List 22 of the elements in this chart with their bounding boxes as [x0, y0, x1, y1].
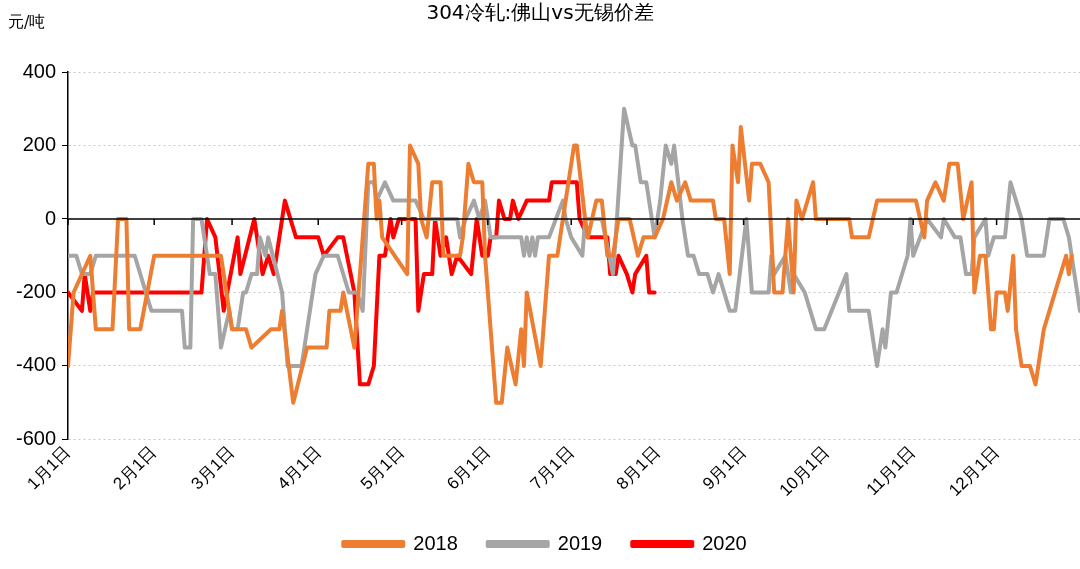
- y-tick-label: -600: [16, 426, 57, 449]
- legend-label: 2019: [557, 531, 603, 554]
- x-tick-label: 4月1日: [273, 442, 325, 494]
- y-tick-label: 400: [22, 59, 57, 82]
- chart-title: 304冷轧:佛山vs无锡价差: [426, 0, 654, 24]
- x-tick-label: 11月1日: [862, 442, 920, 500]
- x-tick-label: 12月1日: [945, 442, 1003, 500]
- y-tick-label: 0: [44, 206, 57, 229]
- x-tick-label: 6月1日: [443, 442, 494, 494]
- x-tick-label: 9月1日: [698, 442, 750, 494]
- x-tick-label: 5月1日: [356, 442, 408, 494]
- legend-label: 2020: [702, 531, 747, 554]
- x-tick-label: 2月1日: [109, 442, 161, 494]
- x-tick-label: 10月1日: [775, 442, 834, 500]
- x-tick-label: 7月1日: [526, 442, 578, 494]
- x-tick-label: 8月1日: [612, 442, 664, 494]
- y-tick-label: 200: [22, 133, 57, 156]
- legend-label: 2018: [413, 531, 458, 554]
- y-tick-label: -400: [16, 353, 57, 376]
- y-axis-title: 元/吨: [8, 12, 46, 33]
- y-tick-label: -200: [16, 280, 57, 302]
- x-tick-label: 3月1日: [187, 442, 239, 494]
